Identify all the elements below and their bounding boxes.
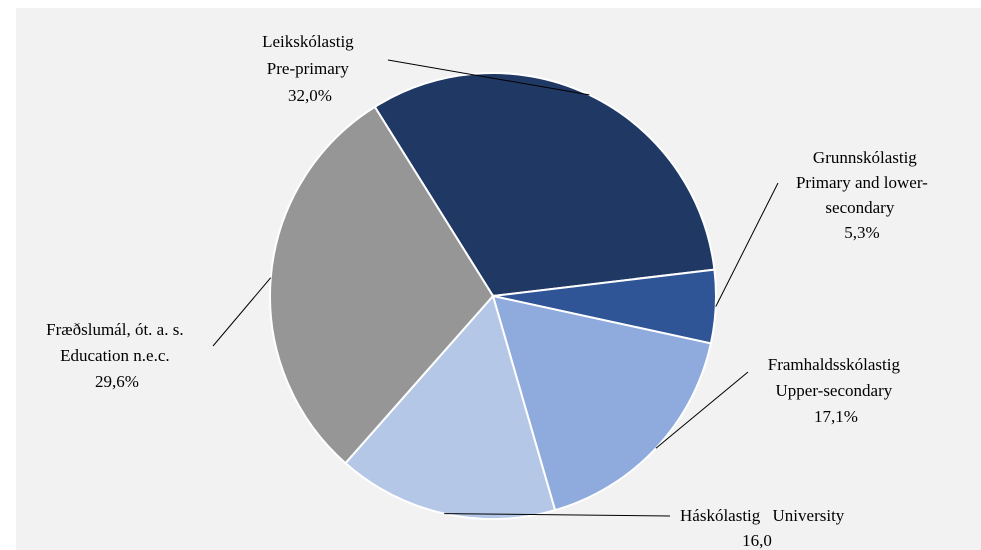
leader-line-2 (655, 371, 749, 449)
label-fraedslumal-value: 29,6% (95, 372, 139, 391)
label-fraedslumal-name-en: Education n.e.c. (60, 346, 170, 365)
pie-slices (269, 72, 717, 520)
label-framhaldsskolastig-value: 17,1% (814, 407, 858, 426)
label-grunnskolastig-value: 5,3% (844, 223, 879, 242)
label-framhaldsskolastig: Framhaldsskólastig Upper-secondary 17,1% (768, 355, 904, 426)
label-fraedslumal-name: Fræðslumál, ót. a. s. (46, 320, 183, 339)
leader-line-3 (444, 513, 671, 517)
label-leikskolastig-value: 32,0% (288, 86, 332, 105)
label-leikskolastig-name-en: Pre-primary (267, 59, 350, 78)
leader-lines (212, 59, 779, 517)
label-grunnskolastig-name-en-2: secondary (825, 198, 894, 217)
label-haskolastig-name-en: University (773, 506, 845, 525)
leader-line-1 (715, 182, 779, 307)
label-grunnskolastig: Grunnskólastig Primary and lower- second… (796, 148, 932, 242)
label-haskolastig-value: 16,0 (742, 531, 772, 550)
leader-line-0 (387, 59, 590, 96)
label-haskolastig: Háskólastig University 16,0 (680, 506, 849, 550)
label-leikskolastig-name: Leikskólastig (262, 32, 354, 51)
pie-slice-2 (491, 294, 713, 512)
label-fraedslumal: Fræðslumál, ót. a. s. Education n.e.c. 2… (46, 320, 188, 391)
label-framhaldsskolastig-name-en: Upper-secondary (776, 381, 893, 400)
label-leikskolastig: Leikskólastig Pre-primary 32,0% (262, 32, 358, 105)
label-grunnskolastig-name-en-1: Primary and lower- (796, 173, 928, 192)
label-grunnskolastig-name: Grunnskólastig (813, 148, 917, 167)
label-haskolastig-name: Háskólastig (680, 506, 761, 525)
leader-line-4 (212, 277, 272, 347)
label-framhaldsskolastig-name: Framhaldsskólastig (768, 355, 901, 374)
